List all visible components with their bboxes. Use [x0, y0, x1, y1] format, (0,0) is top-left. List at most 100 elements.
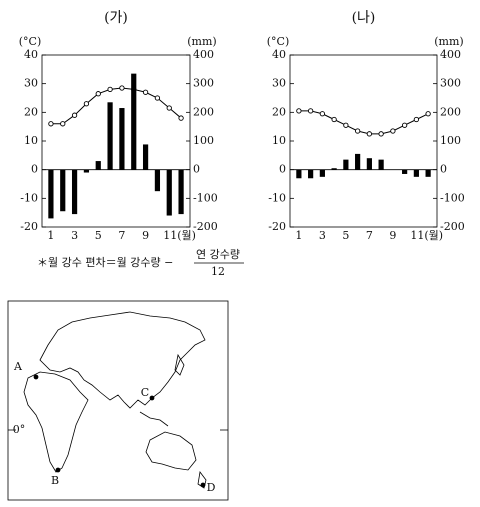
x-tick-label: 11(월) — [410, 229, 443, 242]
footnote-text: ＊월 강수 편차＝월 강수량 − — [37, 256, 173, 269]
y-tick-label: 10 — [24, 134, 38, 147]
y2-tick-label: -200 — [193, 220, 218, 233]
line-marker — [354, 128, 361, 134]
footnote-numerator: 연 강수량 — [196, 248, 240, 261]
x-tick-label: 9 — [142, 229, 149, 242]
y2-tick-label: 300 — [440, 77, 461, 90]
line-marker — [95, 91, 101, 97]
line-marker — [425, 111, 431, 117]
line-marker — [319, 111, 326, 117]
line-marker — [107, 86, 113, 93]
y-tick-label: 40 — [272, 48, 286, 61]
line-marker — [71, 112, 78, 118]
line-marker — [401, 122, 408, 128]
bar — [60, 169, 66, 212]
map — [7, 300, 229, 501]
y2-tick-label: -200 — [440, 220, 465, 233]
bar — [71, 169, 78, 215]
bar — [355, 153, 361, 170]
y2-tick-label: -100 — [193, 191, 218, 204]
x-tick-label: 1 — [295, 229, 302, 242]
x-tick-label: 1 — [47, 229, 54, 242]
bar — [402, 169, 408, 174]
y-tick-label: 30 — [272, 77, 286, 90]
y-tick-label: 10 — [272, 134, 286, 147]
line-marker — [142, 89, 149, 95]
y2-axis-label: (mm) — [434, 35, 463, 48]
line-marker — [154, 95, 161, 101]
footnote-denominator: 12 — [211, 265, 225, 278]
y-tick-label: 30 — [24, 77, 38, 90]
y-tick-label: -20 — [20, 220, 38, 233]
line — [50, 87, 182, 125]
point-b — [55, 467, 61, 473]
y2-tick-label: 400 — [440, 48, 461, 61]
map-frame — [7, 300, 229, 501]
y-axis-label: (°C) — [19, 35, 42, 48]
bar — [308, 169, 314, 179]
y2-tick-label: 200 — [440, 105, 461, 118]
y-tick-label: 20 — [272, 105, 286, 118]
line — [298, 110, 429, 135]
chart-title: (나) — [352, 10, 376, 26]
y2-tick-label: -100 — [440, 191, 465, 204]
y2-tick-label: 200 — [193, 105, 214, 118]
y-tick-label: -10 — [20, 191, 38, 204]
y2-tick-label: 0 — [440, 163, 447, 176]
point-c — [149, 395, 155, 401]
line-marker — [331, 116, 337, 123]
line-marker — [307, 108, 314, 114]
bar — [378, 159, 384, 170]
line-marker — [119, 85, 125, 91]
bar — [154, 169, 161, 192]
y-tick-label: 0 — [279, 163, 286, 176]
bar — [142, 144, 149, 170]
y-axis-label: (°C) — [267, 35, 290, 48]
bar — [331, 168, 337, 170]
map-label: A — [13, 360, 23, 373]
line-marker — [60, 121, 66, 127]
plot-frame — [289, 54, 438, 228]
point-d — [200, 482, 206, 488]
y2-tick-label: 300 — [193, 77, 214, 90]
map-label: C — [141, 386, 149, 399]
y2-tick-label: 0 — [193, 163, 200, 176]
africa — [23, 371, 89, 473]
line-marker — [390, 128, 396, 134]
bar — [425, 169, 431, 177]
y-tick-label: -10 — [268, 191, 286, 204]
x-tick-label: 3 — [71, 229, 78, 242]
bar — [107, 102, 113, 170]
bar — [413, 169, 419, 177]
eurasia — [39, 311, 206, 409]
y-tick-label: -20 — [268, 220, 286, 233]
x-tick-label: 7 — [118, 229, 125, 242]
point-a — [33, 374, 39, 380]
bar — [166, 169, 172, 216]
japan — [174, 353, 185, 376]
line-marker — [343, 122, 349, 128]
bar — [296, 169, 302, 179]
australia — [145, 431, 197, 471]
bar — [131, 73, 137, 170]
bar — [343, 159, 349, 170]
bar — [319, 169, 325, 177]
x-tick-label: 9 — [389, 229, 396, 242]
y2-axis-label: (mm) — [187, 35, 216, 48]
x-tick-label: 5 — [342, 229, 349, 242]
line-marker — [166, 105, 172, 111]
y-tick-label: 40 — [24, 48, 38, 61]
y2-tick-label: 400 — [193, 48, 214, 61]
map-label: 0° — [13, 423, 26, 436]
line-marker — [366, 131, 373, 137]
x-tick-label: 5 — [95, 229, 102, 242]
line-marker — [48, 121, 54, 127]
bar — [178, 169, 184, 215]
islands — [139, 411, 169, 427]
bar — [119, 108, 125, 170]
new-zealand — [197, 471, 207, 489]
bar — [366, 158, 372, 170]
y2-tick-label: 100 — [440, 134, 461, 147]
bar — [83, 169, 90, 173]
